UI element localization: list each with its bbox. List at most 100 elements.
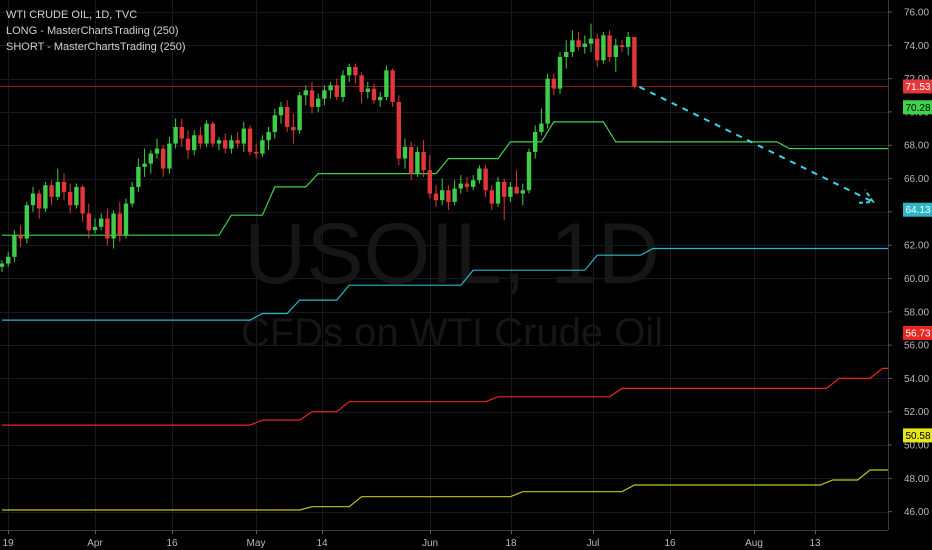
candle [495,176,501,207]
candle [582,35,587,54]
candle-body [557,56,563,89]
candle [557,51,563,94]
legend-short-indicator[interactable]: SHORT - MasterChartsTrading (250) [6,41,186,53]
candle [533,125,538,159]
candle [254,143,259,159]
candle-body [384,70,389,97]
candle-body [502,181,507,197]
candle-body [86,213,91,231]
candle [272,108,277,139]
candle [607,30,612,62]
price-tick-label: 62.00 [904,241,929,252]
candle [92,218,98,234]
candle-body [117,213,122,236]
candle-body [55,181,60,197]
candle-body [433,193,439,201]
candle-body [402,146,408,159]
candle-body [179,126,184,139]
candle-body [607,35,612,57]
candle-body [105,218,110,239]
candle [409,141,414,181]
candle [235,131,240,149]
price-label: 70.28 [905,103,930,114]
candle-body [409,146,414,174]
candle-body [582,43,587,47]
forecast-arrow-line [638,86,874,203]
candle [471,175,476,191]
candle-body [526,151,532,191]
candle [570,30,575,57]
candle-body [272,115,277,132]
candle-body [223,140,228,149]
candle-body [173,126,178,144]
candle-body [254,151,259,154]
candle [514,170,519,194]
candle-body [80,186,85,214]
legend-long-indicator[interactable]: LONG - MasterChartsTrading (250) [6,25,179,37]
candle-body [123,203,129,236]
candle-body [210,123,215,144]
candle-body [278,106,284,116]
candle [136,158,141,192]
candle [61,173,67,201]
candle-body [161,148,166,169]
candle-body [148,153,153,164]
time-tick-label: 19 [2,538,14,549]
price-tick-label: 52.00 [904,407,929,418]
candle-body [619,45,625,47]
price-label-bg [903,428,932,443]
candle-body [427,170,432,194]
candle-body [495,181,501,204]
candle-body [74,186,79,206]
candle [12,230,17,262]
price-tick-label: 48.00 [904,474,929,485]
candle [601,31,606,64]
candle [545,73,550,129]
candle [204,120,209,147]
candle [229,135,234,154]
price-tick-label: 74.00 [904,41,929,52]
candle [173,118,178,149]
candle-body [564,51,569,57]
candle [142,148,147,177]
candle-body [111,213,116,239]
candle-body [458,183,463,189]
candle [223,133,228,154]
candle-body [570,40,575,52]
candle [285,100,290,132]
time-tick-label: Jun [422,538,438,549]
candle-body [446,190,451,202]
candle-body [68,191,73,206]
candle-body [539,123,544,132]
price-tick-label: 66.00 [904,174,929,185]
candle [502,178,507,221]
legend-symbol-title[interactable]: WTI CRUDE OIL, 1D, TVC [6,9,138,21]
price-tick-label: 50.00 [904,441,929,452]
candle [179,118,184,147]
candle-body [37,193,42,209]
candle [105,208,110,246]
long-indicator-line [2,121,932,236]
candle [322,85,327,106]
candle [396,95,401,166]
candle [632,36,637,89]
candle-body [421,151,426,171]
candle-body [508,186,513,197]
candle [80,185,85,222]
candle [526,148,532,194]
candle [117,201,122,242]
candle-body [18,235,23,239]
candle [328,81,333,99]
candle-body [12,235,17,257]
candle-body [285,106,290,127]
candle-body [396,101,401,159]
candle-body [204,123,209,144]
price-label: 50.58 [905,431,930,442]
price-label-bg [903,202,932,217]
candle [402,138,408,169]
time-tick-label: May [247,538,266,549]
candle-body [241,128,246,144]
candle-body [167,143,172,169]
